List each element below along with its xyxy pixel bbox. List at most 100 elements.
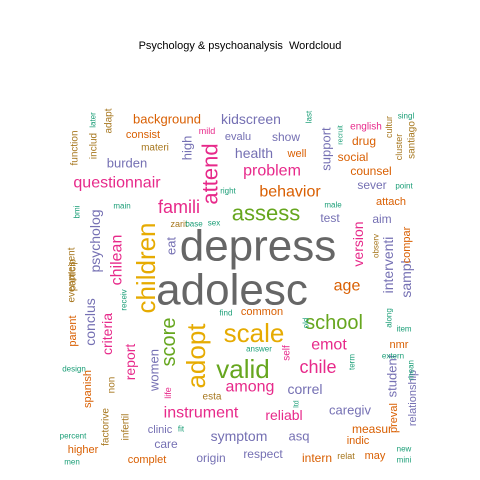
word-reliabl: reliabl (265, 407, 302, 423)
word-sampl: sampl (398, 260, 414, 297)
word-last: last (305, 110, 314, 123)
word-attend: attend (198, 143, 223, 204)
word-term: term (348, 354, 357, 370)
word-common: common (241, 306, 283, 318)
word-questionnair: questionnair (73, 175, 161, 192)
word-complet: complet (128, 454, 167, 466)
word-famili: famili (158, 197, 200, 217)
word-right: right (220, 187, 236, 196)
word-santiago: santiago (407, 121, 418, 159)
word-base: base (185, 220, 203, 229)
word-adapt: adapt (104, 108, 115, 133)
word-social: social (338, 150, 369, 164)
word-self: self (282, 345, 293, 361)
word-depress: depress (180, 222, 337, 271)
word-drug: drug (352, 134, 376, 148)
word-parent: parent (67, 315, 79, 346)
word-find: find (220, 309, 233, 318)
word-answer: answer (246, 345, 272, 354)
word-student: student (385, 354, 400, 397)
word-percent: percent (60, 432, 87, 441)
word-behavior: behavior (259, 184, 321, 201)
word-ltd: ltd (294, 400, 301, 408)
word-mean: mean (407, 360, 416, 380)
word-test: test (320, 211, 340, 225)
word-high: high (180, 136, 195, 161)
word-non: non (107, 377, 118, 394)
word-cultur: cultur (384, 116, 394, 138)
word-sever: sever (357, 178, 386, 192)
word-men: men (64, 458, 80, 467)
word-school: school (305, 312, 363, 334)
word-includ: includ (89, 133, 100, 159)
word-materi: materi (141, 143, 169, 154)
word-later: later (89, 112, 98, 128)
word-criteria: criteria (99, 313, 115, 355)
word-along: along (385, 308, 394, 328)
word-age: age (334, 278, 361, 295)
word-compar: compar (401, 226, 413, 263)
word-correl: correl (287, 381, 322, 397)
word-nmr: nmr (390, 339, 409, 351)
chart-title: Psychology & psychoanalysis Wordcloud (138, 40, 342, 52)
word-bmi: bmi (73, 205, 82, 218)
word-care: care (154, 437, 178, 451)
word-burden: burden (107, 156, 147, 171)
word-function: function (70, 130, 81, 165)
word-counsel: counsel (350, 164, 391, 178)
word-design: design (62, 365, 86, 374)
word-interventi: interventi (380, 237, 396, 294)
word-show: show (272, 130, 300, 144)
word-intern: intern (302, 451, 332, 465)
word-mild: mild (199, 126, 216, 136)
word-scale: scale (224, 318, 285, 348)
word-point: point (395, 182, 413, 191)
word-fit: fit (178, 425, 185, 434)
word-new: new (397, 445, 412, 454)
word-respect: respect (243, 447, 283, 461)
word-eat: eat (164, 237, 179, 255)
word-may: may (365, 450, 386, 462)
word-psycholog: psycholog (87, 209, 103, 272)
word-observ: observ (372, 234, 381, 258)
word-infertil: infertil (121, 414, 132, 441)
word-chilean: chilean (109, 235, 126, 286)
word-particip: particip (68, 258, 79, 291)
word-indic: indic (347, 435, 370, 447)
word-spanish: spanish (82, 370, 94, 408)
word-caregiv: caregiv (329, 403, 371, 418)
word-zarit: zarit (170, 219, 188, 229)
word-mini: mini (397, 456, 412, 465)
word-support: support (319, 127, 334, 171)
word-esta: esta (203, 392, 222, 403)
word-instrument: instrument (164, 405, 239, 422)
word-symptom: symptom (211, 428, 268, 444)
word-report: report (122, 344, 138, 381)
word-factorive: factorive (101, 408, 112, 446)
word-version: version (350, 221, 366, 266)
word-measur: measur (352, 422, 392, 436)
word-adopt: adopt (181, 323, 211, 389)
word-origin: origin (196, 451, 225, 465)
word-evalu: evalu (225, 131, 251, 143)
word-score: score (158, 318, 180, 367)
word-cluster: cluster (394, 134, 404, 161)
word-english: english (350, 122, 382, 133)
word-singl: singl (398, 112, 415, 121)
word-preval: preval (388, 403, 400, 433)
word-recruit: recruit (338, 125, 345, 145)
word-main: main (113, 202, 130, 211)
word-evenpresent: evenpresent (67, 247, 78, 302)
word-valid: valid (216, 354, 269, 384)
word-chile: chile (299, 357, 336, 377)
word-higher: higher (68, 444, 99, 456)
word-background: background (133, 112, 201, 127)
word-item: item (396, 325, 411, 334)
word-well: well (287, 148, 307, 160)
word-among: among (226, 379, 275, 396)
word-adolesc: adolesc (156, 266, 308, 315)
word-extern: extern (382, 352, 404, 361)
word-women: women (147, 349, 162, 392)
word-health: health (235, 145, 273, 161)
